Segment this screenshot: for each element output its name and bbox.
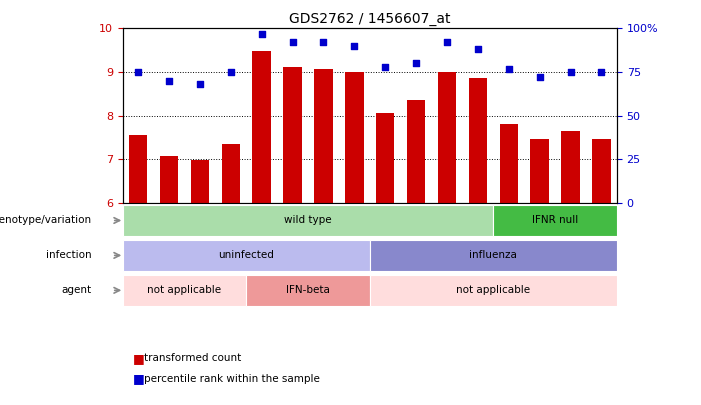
Text: agent: agent (62, 286, 92, 295)
Point (287, 39, 298, 46)
Bar (592, 139, 611, 203)
Point (442, 39, 453, 46)
Point (380, 64, 391, 70)
Point (225, 69, 236, 75)
Bar (345, 72, 364, 203)
Point (194, 81, 205, 87)
Point (163, 77, 175, 84)
Bar (283, 67, 302, 203)
Text: not applicable: not applicable (456, 286, 531, 295)
Text: IFN-beta: IFN-beta (286, 286, 330, 295)
Bar (437, 72, 456, 203)
Bar (314, 69, 333, 203)
Point (596, 69, 607, 75)
Text: ■: ■ (133, 372, 145, 385)
Point (256, 30, 267, 37)
Point (565, 69, 576, 75)
Text: IFNR null: IFNR null (532, 215, 578, 226)
Point (472, 46, 484, 53)
Bar (407, 100, 426, 203)
Bar (500, 124, 518, 203)
Text: transformed count: transformed count (144, 354, 241, 363)
Point (348, 43, 360, 49)
Bar (123, 205, 494, 236)
Bar (246, 275, 370, 306)
Bar (531, 139, 549, 203)
Text: wild type: wild type (284, 215, 332, 226)
Text: influenza: influenza (470, 250, 517, 260)
Point (318, 39, 329, 46)
Bar (562, 131, 580, 203)
Bar (252, 51, 271, 203)
Text: not applicable: not applicable (147, 286, 222, 295)
Bar (494, 205, 617, 236)
Point (132, 69, 144, 75)
Bar (123, 275, 246, 306)
Bar (376, 113, 395, 203)
Text: uninfected: uninfected (218, 250, 274, 260)
Bar (469, 78, 487, 203)
Bar (370, 275, 617, 306)
Text: genotype/variation: genotype/variation (0, 215, 92, 226)
Bar (191, 160, 209, 203)
Title: GDS2762 / 1456607_at: GDS2762 / 1456607_at (289, 12, 451, 26)
Bar (123, 240, 370, 271)
Text: infection: infection (46, 250, 92, 260)
Text: percentile rank within the sample: percentile rank within the sample (144, 374, 320, 384)
Bar (370, 240, 617, 271)
Point (411, 60, 422, 66)
Point (503, 65, 515, 72)
Bar (129, 135, 147, 203)
Bar (222, 144, 240, 203)
Text: ■: ■ (133, 352, 145, 365)
Point (534, 74, 545, 81)
Bar (160, 156, 178, 203)
